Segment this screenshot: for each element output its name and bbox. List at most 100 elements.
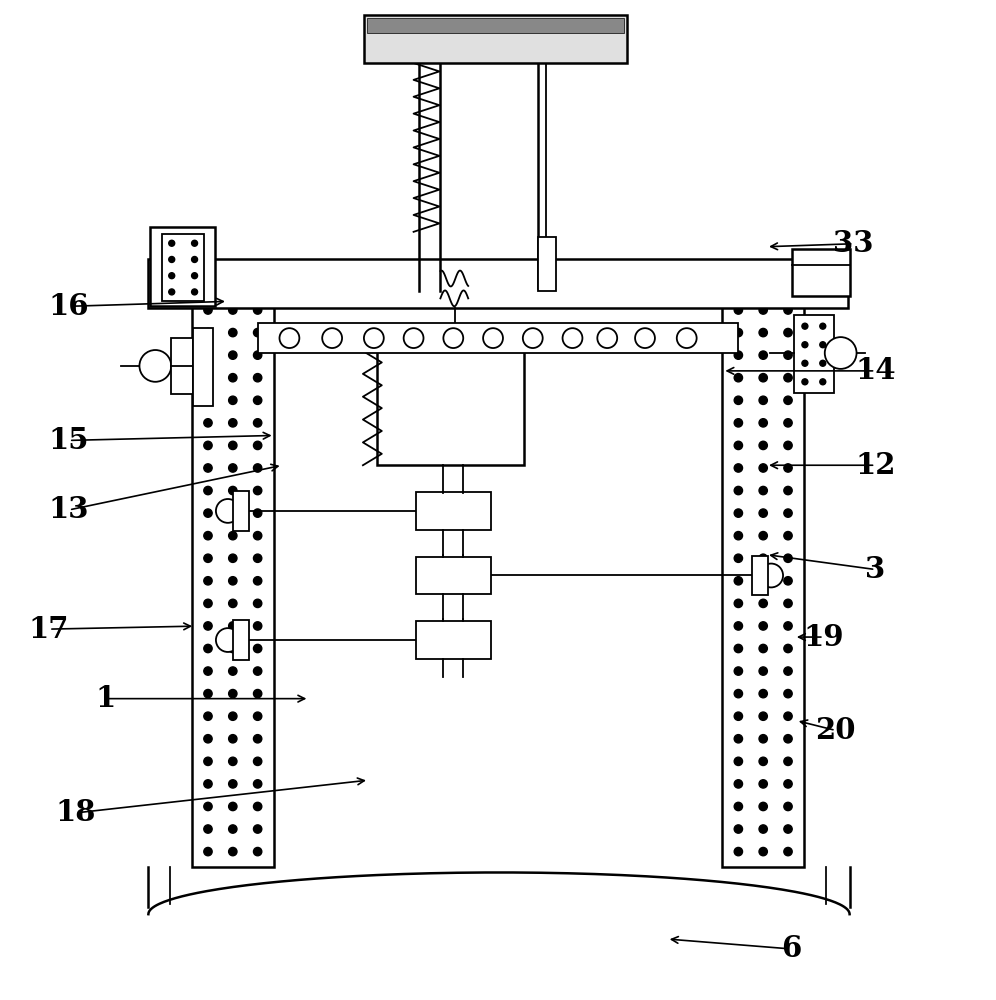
Circle shape xyxy=(759,802,767,811)
Circle shape xyxy=(229,419,237,427)
Circle shape xyxy=(229,328,237,337)
Text: 15: 15 xyxy=(49,426,90,455)
Circle shape xyxy=(759,441,767,450)
Circle shape xyxy=(216,628,240,652)
Bar xyxy=(538,237,556,291)
Circle shape xyxy=(784,396,792,404)
Circle shape xyxy=(191,240,197,246)
Circle shape xyxy=(784,441,792,450)
Circle shape xyxy=(229,554,237,562)
Circle shape xyxy=(802,342,808,348)
Circle shape xyxy=(759,532,767,540)
Circle shape xyxy=(191,273,197,279)
Circle shape xyxy=(734,757,743,766)
Circle shape xyxy=(759,306,767,314)
Circle shape xyxy=(734,577,743,585)
Bar xyxy=(364,15,627,63)
Circle shape xyxy=(784,419,792,427)
Circle shape xyxy=(229,735,237,743)
Circle shape xyxy=(825,337,857,369)
Bar xyxy=(376,351,524,465)
Text: 20: 20 xyxy=(816,716,856,745)
Circle shape xyxy=(204,622,212,630)
Circle shape xyxy=(204,328,212,337)
Circle shape xyxy=(820,342,826,348)
Circle shape xyxy=(759,328,767,337)
Circle shape xyxy=(168,256,174,262)
Circle shape xyxy=(784,667,792,675)
Circle shape xyxy=(734,780,743,788)
Circle shape xyxy=(734,464,743,472)
Text: 18: 18 xyxy=(56,798,97,827)
Circle shape xyxy=(204,735,212,743)
Bar xyxy=(193,328,213,406)
Bar xyxy=(233,620,249,660)
Circle shape xyxy=(204,667,212,675)
Text: 12: 12 xyxy=(856,451,895,480)
Circle shape xyxy=(253,351,262,359)
Circle shape xyxy=(759,599,767,608)
Circle shape xyxy=(759,622,767,630)
Text: 6: 6 xyxy=(781,934,801,963)
Circle shape xyxy=(139,350,171,382)
Circle shape xyxy=(229,689,237,698)
Circle shape xyxy=(253,825,262,833)
Circle shape xyxy=(253,554,262,562)
Circle shape xyxy=(253,667,262,675)
Circle shape xyxy=(204,712,212,720)
Circle shape xyxy=(204,554,212,562)
Circle shape xyxy=(229,532,237,540)
Circle shape xyxy=(204,464,212,472)
Circle shape xyxy=(734,532,743,540)
Circle shape xyxy=(759,757,767,766)
Circle shape xyxy=(204,757,212,766)
Circle shape xyxy=(759,644,767,653)
Circle shape xyxy=(229,667,237,675)
Circle shape xyxy=(784,464,792,472)
Text: 16: 16 xyxy=(49,292,90,321)
Circle shape xyxy=(229,622,237,630)
Circle shape xyxy=(204,644,212,653)
Circle shape xyxy=(759,667,767,675)
Circle shape xyxy=(253,757,262,766)
Circle shape xyxy=(204,802,212,811)
Text: 1: 1 xyxy=(96,684,116,713)
Circle shape xyxy=(229,509,237,517)
Circle shape xyxy=(253,396,262,404)
Circle shape xyxy=(734,486,743,495)
Circle shape xyxy=(322,328,342,348)
Circle shape xyxy=(734,509,743,517)
Circle shape xyxy=(759,712,767,720)
Circle shape xyxy=(229,486,237,495)
Circle shape xyxy=(229,757,237,766)
Bar xyxy=(148,259,848,308)
Circle shape xyxy=(784,622,792,630)
Circle shape xyxy=(635,328,655,348)
Circle shape xyxy=(253,599,262,608)
Circle shape xyxy=(784,577,792,585)
Circle shape xyxy=(784,351,792,359)
Circle shape xyxy=(734,283,743,292)
Circle shape xyxy=(229,599,237,608)
Bar xyxy=(415,492,491,530)
Circle shape xyxy=(280,328,300,348)
Circle shape xyxy=(784,712,792,720)
Text: 3: 3 xyxy=(866,555,885,584)
Circle shape xyxy=(784,599,792,608)
Circle shape xyxy=(734,735,743,743)
Circle shape xyxy=(784,847,792,856)
Bar xyxy=(258,323,738,353)
Circle shape xyxy=(253,464,262,472)
Circle shape xyxy=(759,396,767,404)
Circle shape xyxy=(204,509,212,517)
Circle shape xyxy=(229,464,237,472)
Circle shape xyxy=(759,419,767,427)
Circle shape xyxy=(216,499,240,523)
Circle shape xyxy=(204,306,212,314)
Circle shape xyxy=(204,283,212,292)
Circle shape xyxy=(253,735,262,743)
Bar xyxy=(415,557,491,594)
Circle shape xyxy=(784,689,792,698)
Text: 17: 17 xyxy=(29,615,70,644)
Circle shape xyxy=(168,240,174,246)
